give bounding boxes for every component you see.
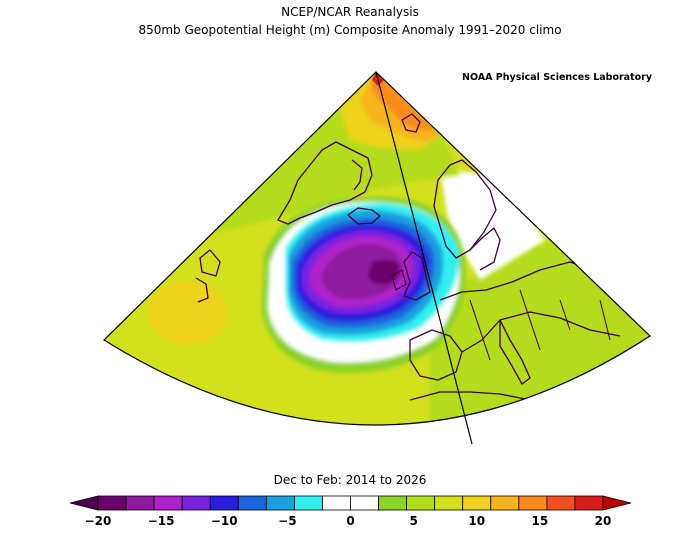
colorbar-tick-label: 0 [346,514,354,528]
colorbar-tick-label: 20 [595,514,612,528]
colorbar-box [181,495,211,511]
colorbar-under-arrow [69,495,99,511]
coast-ireland [391,269,407,291]
coast-iceland [347,207,381,225]
coast-mediterranean-north [461,311,621,353]
colorbar-box [350,495,379,511]
colorbar-box [97,495,127,511]
negative-low [262,196,466,373]
colorbar-box [546,495,576,511]
coast-italy [499,319,531,385]
colorbar-tick-label: −5 [278,514,296,528]
colorbar-tick-label: −10 [211,514,238,528]
coast-greenland-east [351,159,363,191]
colorbar-tick-label: 15 [532,514,549,528]
coast-greenland [277,141,373,225]
colorbar-box [406,495,436,511]
colorbar-box [434,495,464,511]
colorbar-box [237,495,267,511]
north-positive-15 [372,72,436,130]
country-borders [439,289,611,426]
colorbar-box [378,495,408,511]
colorbar-tick-label: −20 [85,514,112,528]
colorbar-tick-label: −15 [148,514,175,528]
colorbar-box [490,495,520,511]
coast-iberia [409,329,463,381]
title-line-2: 850mb Geopotential Height (m) Composite … [138,23,562,37]
contour-minus-17-5 [322,244,403,300]
colorbar-box [293,495,323,511]
colorbar-box [125,495,155,511]
colorbar-box [322,495,351,511]
coast-baffin [199,249,221,277]
colorbar-boxes [69,495,632,511]
colorbar-box [209,495,239,511]
coast-baltic [469,227,501,271]
colorbar-tick-label: 10 [468,514,485,528]
colorbar-box [518,495,548,511]
colorbar-tick-label: 5 [409,514,417,528]
title-line-1: NCEP/NCAR Reanalysis [281,5,419,19]
colorbar-box [462,495,492,511]
meridian-line [375,71,473,445]
colorbar-box [574,495,604,511]
colorbar-over-arrow [602,495,632,511]
coast-svalbard [401,113,421,133]
colorbar-box [265,495,295,511]
coast-labrador [195,277,209,303]
period-label: Dec to Feb: 2014 to 2026 [273,473,427,487]
coast-great-britain [403,251,431,301]
credit-text: NOAA Physical Sciences Laboratory [462,72,653,83]
colorbar-tick-labels: −20 −15 −10 −5 0 5 10 15 20 [85,514,612,528]
colorbar-box [153,495,183,511]
coast-scandinavia [433,159,497,259]
map-frame [103,71,651,426]
